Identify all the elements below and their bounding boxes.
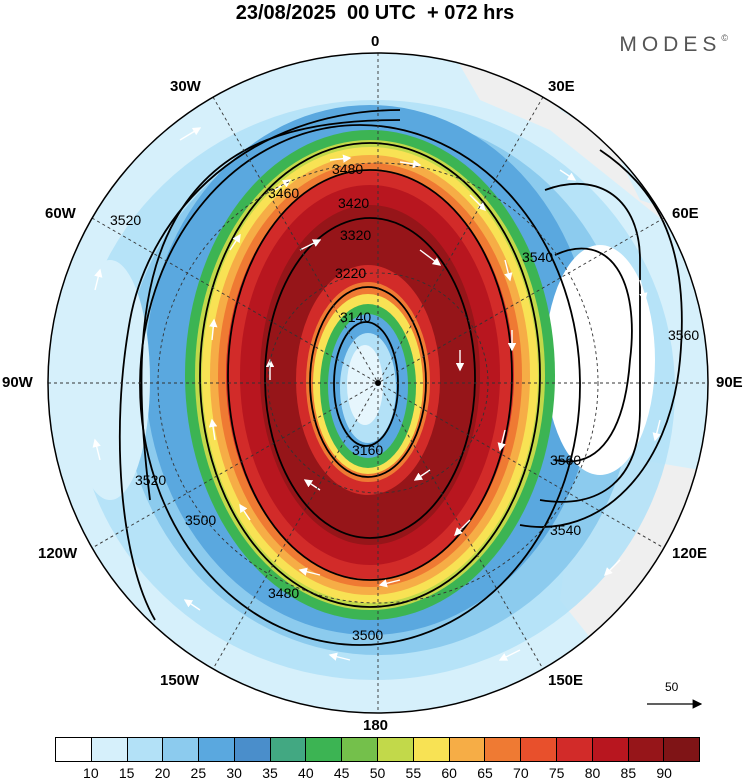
colorbar-cell — [556, 738, 593, 761]
colorbar-cell — [56, 738, 92, 761]
colorbar-tick-label: 35 — [262, 765, 278, 781]
colorbar-tick-label: 45 — [333, 765, 350, 781]
colorbar-tick-label: 15 — [118, 765, 135, 781]
colorbar-cell — [199, 738, 235, 761]
colorbar-tick-label: 25 — [190, 765, 207, 781]
contour-label: 3320 — [340, 227, 371, 243]
lon-label-0: 0 — [371, 33, 380, 50]
contour-label: 3500 — [185, 512, 216, 528]
lon-label-60e: 60E — [672, 205, 699, 222]
contour-label: 3140 — [340, 309, 371, 325]
contour-label: 3160 — [352, 442, 383, 458]
colorbar-cell — [592, 738, 629, 761]
contour-label: 3480 — [332, 161, 363, 177]
south-pole-marker — [375, 380, 381, 386]
colorbar-tick-label: 50 — [369, 765, 386, 781]
colorbar-tick-label: 80 — [584, 765, 601, 781]
lon-label-180: 180 — [363, 717, 389, 734]
vector-legend: 50 — [645, 680, 705, 710]
colorbar-cell — [628, 738, 665, 761]
colorbar-tick-label: 55 — [405, 765, 422, 781]
polar-map: 3480 3460 3420 3320 3220 3140 3160 3500 … — [47, 52, 709, 714]
colorbar-cell — [306, 738, 343, 761]
colorbar-cell — [270, 738, 307, 761]
land-africa — [450, 53, 708, 300]
contour-label: 3560 — [550, 452, 581, 468]
colorbar-tick-label: 40 — [298, 765, 314, 781]
lon-label-90w: 90W — [2, 374, 33, 391]
colorbar-cell — [521, 738, 557, 761]
colorbar-tick-label: 20 — [154, 765, 171, 781]
colorbar-tick-label: 65 — [477, 765, 493, 781]
colorbar-cell — [127, 738, 164, 761]
colorbar-cell — [91, 738, 128, 761]
copyright-mark: © — [721, 33, 728, 43]
colorbar-labels: 10 15 20 25 30 35 40 45 50 55 60 65 70 75 80 85 90 — [55, 765, 700, 781]
colorbar-cell — [449, 738, 486, 761]
brand-text: MODES — [619, 33, 722, 56]
lon-label-90e: 90E — [716, 374, 743, 391]
vector-legend-value: 50 — [665, 680, 679, 694]
colorbar-tick-label: 85 — [620, 765, 637, 781]
lon-label-120e: 120E — [672, 545, 708, 562]
colorbar-tick-label: 10 — [83, 765, 99, 781]
contour-label: 3460 — [268, 185, 299, 201]
brand-logo: MODES© — [619, 33, 728, 57]
colorbar-tick-label: 30 — [226, 765, 242, 781]
lon-label-150w: 150W — [160, 672, 200, 689]
colorbar-tick-label: 90 — [656, 765, 672, 781]
contour-label: 3500 — [352, 627, 383, 643]
lon-label-30w: 30W — [170, 78, 201, 95]
contour-label: 3540 — [522, 249, 553, 265]
lon-label-60w: 60W — [45, 205, 76, 222]
contour-label: 3420 — [338, 195, 369, 211]
colorbar-cell — [342, 738, 379, 761]
colorbar — [55, 737, 700, 762]
colorbar-cell — [163, 738, 200, 761]
colorbar-tick-label: 75 — [548, 765, 565, 781]
height-contours — [118, 109, 683, 646]
colorbar-cell — [664, 738, 700, 761]
contour-labels: 3480 3460 3420 3320 3220 3140 3160 3500 … — [110, 161, 699, 643]
colorbar-tick-label: 70 — [513, 765, 529, 781]
colorbar-cell — [234, 738, 271, 761]
contour-label: 3480 — [268, 585, 299, 601]
colorbar-cell — [378, 738, 414, 761]
map-title: 23/08/2025 00 UTC + 072 hrs — [235, 2, 515, 24]
contour-label: 3560 — [668, 327, 699, 343]
colorbar-tick-label: 60 — [441, 765, 457, 781]
lon-label-120w: 120W — [38, 545, 78, 562]
contour-label: 3520 — [110, 212, 141, 228]
contour-label: 3520 — [135, 472, 166, 488]
lon-label-30e: 30E — [548, 78, 575, 95]
lon-label-150e: 150E — [548, 672, 584, 689]
contour-label: 3540 — [550, 522, 581, 538]
contour-label: 3220 — [335, 265, 366, 281]
colorbar-cell — [413, 738, 450, 761]
map-boundary — [47, 52, 709, 714]
colorbar-cell — [485, 738, 522, 761]
vector-legend-arrow — [647, 699, 703, 709]
